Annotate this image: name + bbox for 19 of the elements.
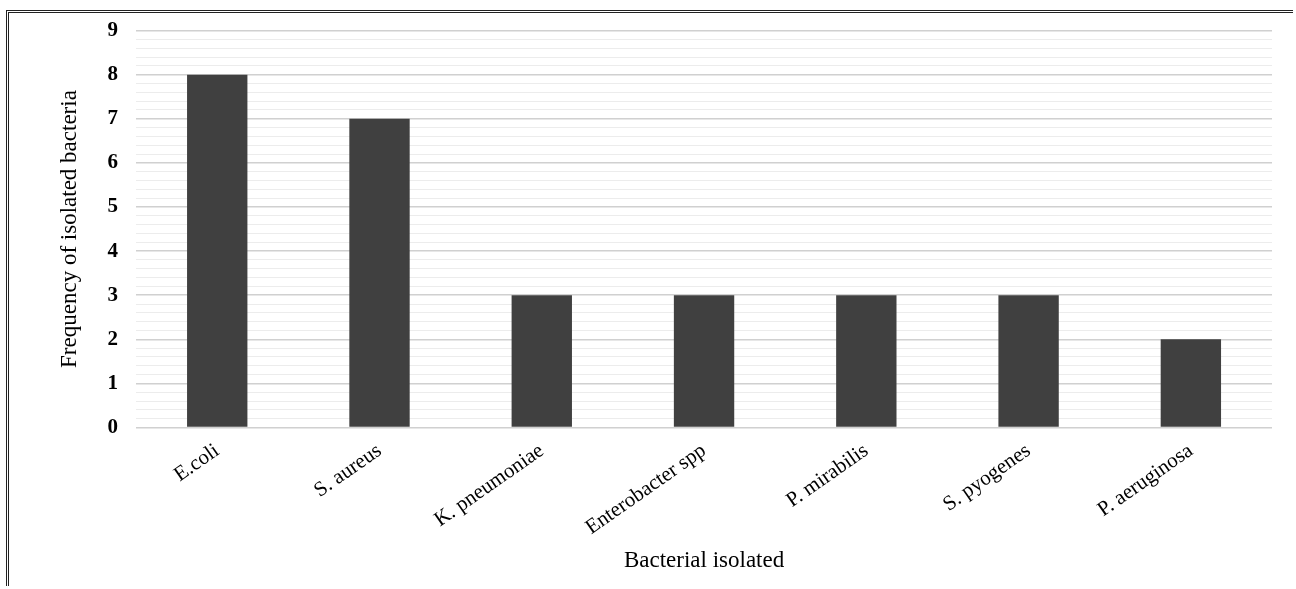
bar (836, 295, 897, 427)
y-tick-label: 6 (107, 149, 119, 174)
y-tick-label: 0 (107, 413, 119, 438)
bar (673, 295, 735, 427)
y-tick-label: 9 (107, 17, 119, 42)
x-axis-title: Bacterial isolated (623, 547, 785, 573)
y-tick-label: 3 (107, 281, 119, 306)
bar (349, 118, 410, 427)
y-axis-title: Frequency of isolated bacteria (55, 90, 81, 368)
bar (998, 295, 1059, 427)
bar (1160, 339, 1222, 427)
y-tick-label: 7 (107, 105, 119, 130)
y-tick-label: 8 (107, 61, 119, 86)
bar (187, 74, 248, 427)
y-tick-label: 4 (107, 237, 119, 262)
y-tick-label: 5 (107, 193, 119, 218)
bar (511, 295, 572, 427)
y-tick-label: 2 (107, 325, 119, 350)
y-tick-label: 1 (107, 369, 119, 394)
